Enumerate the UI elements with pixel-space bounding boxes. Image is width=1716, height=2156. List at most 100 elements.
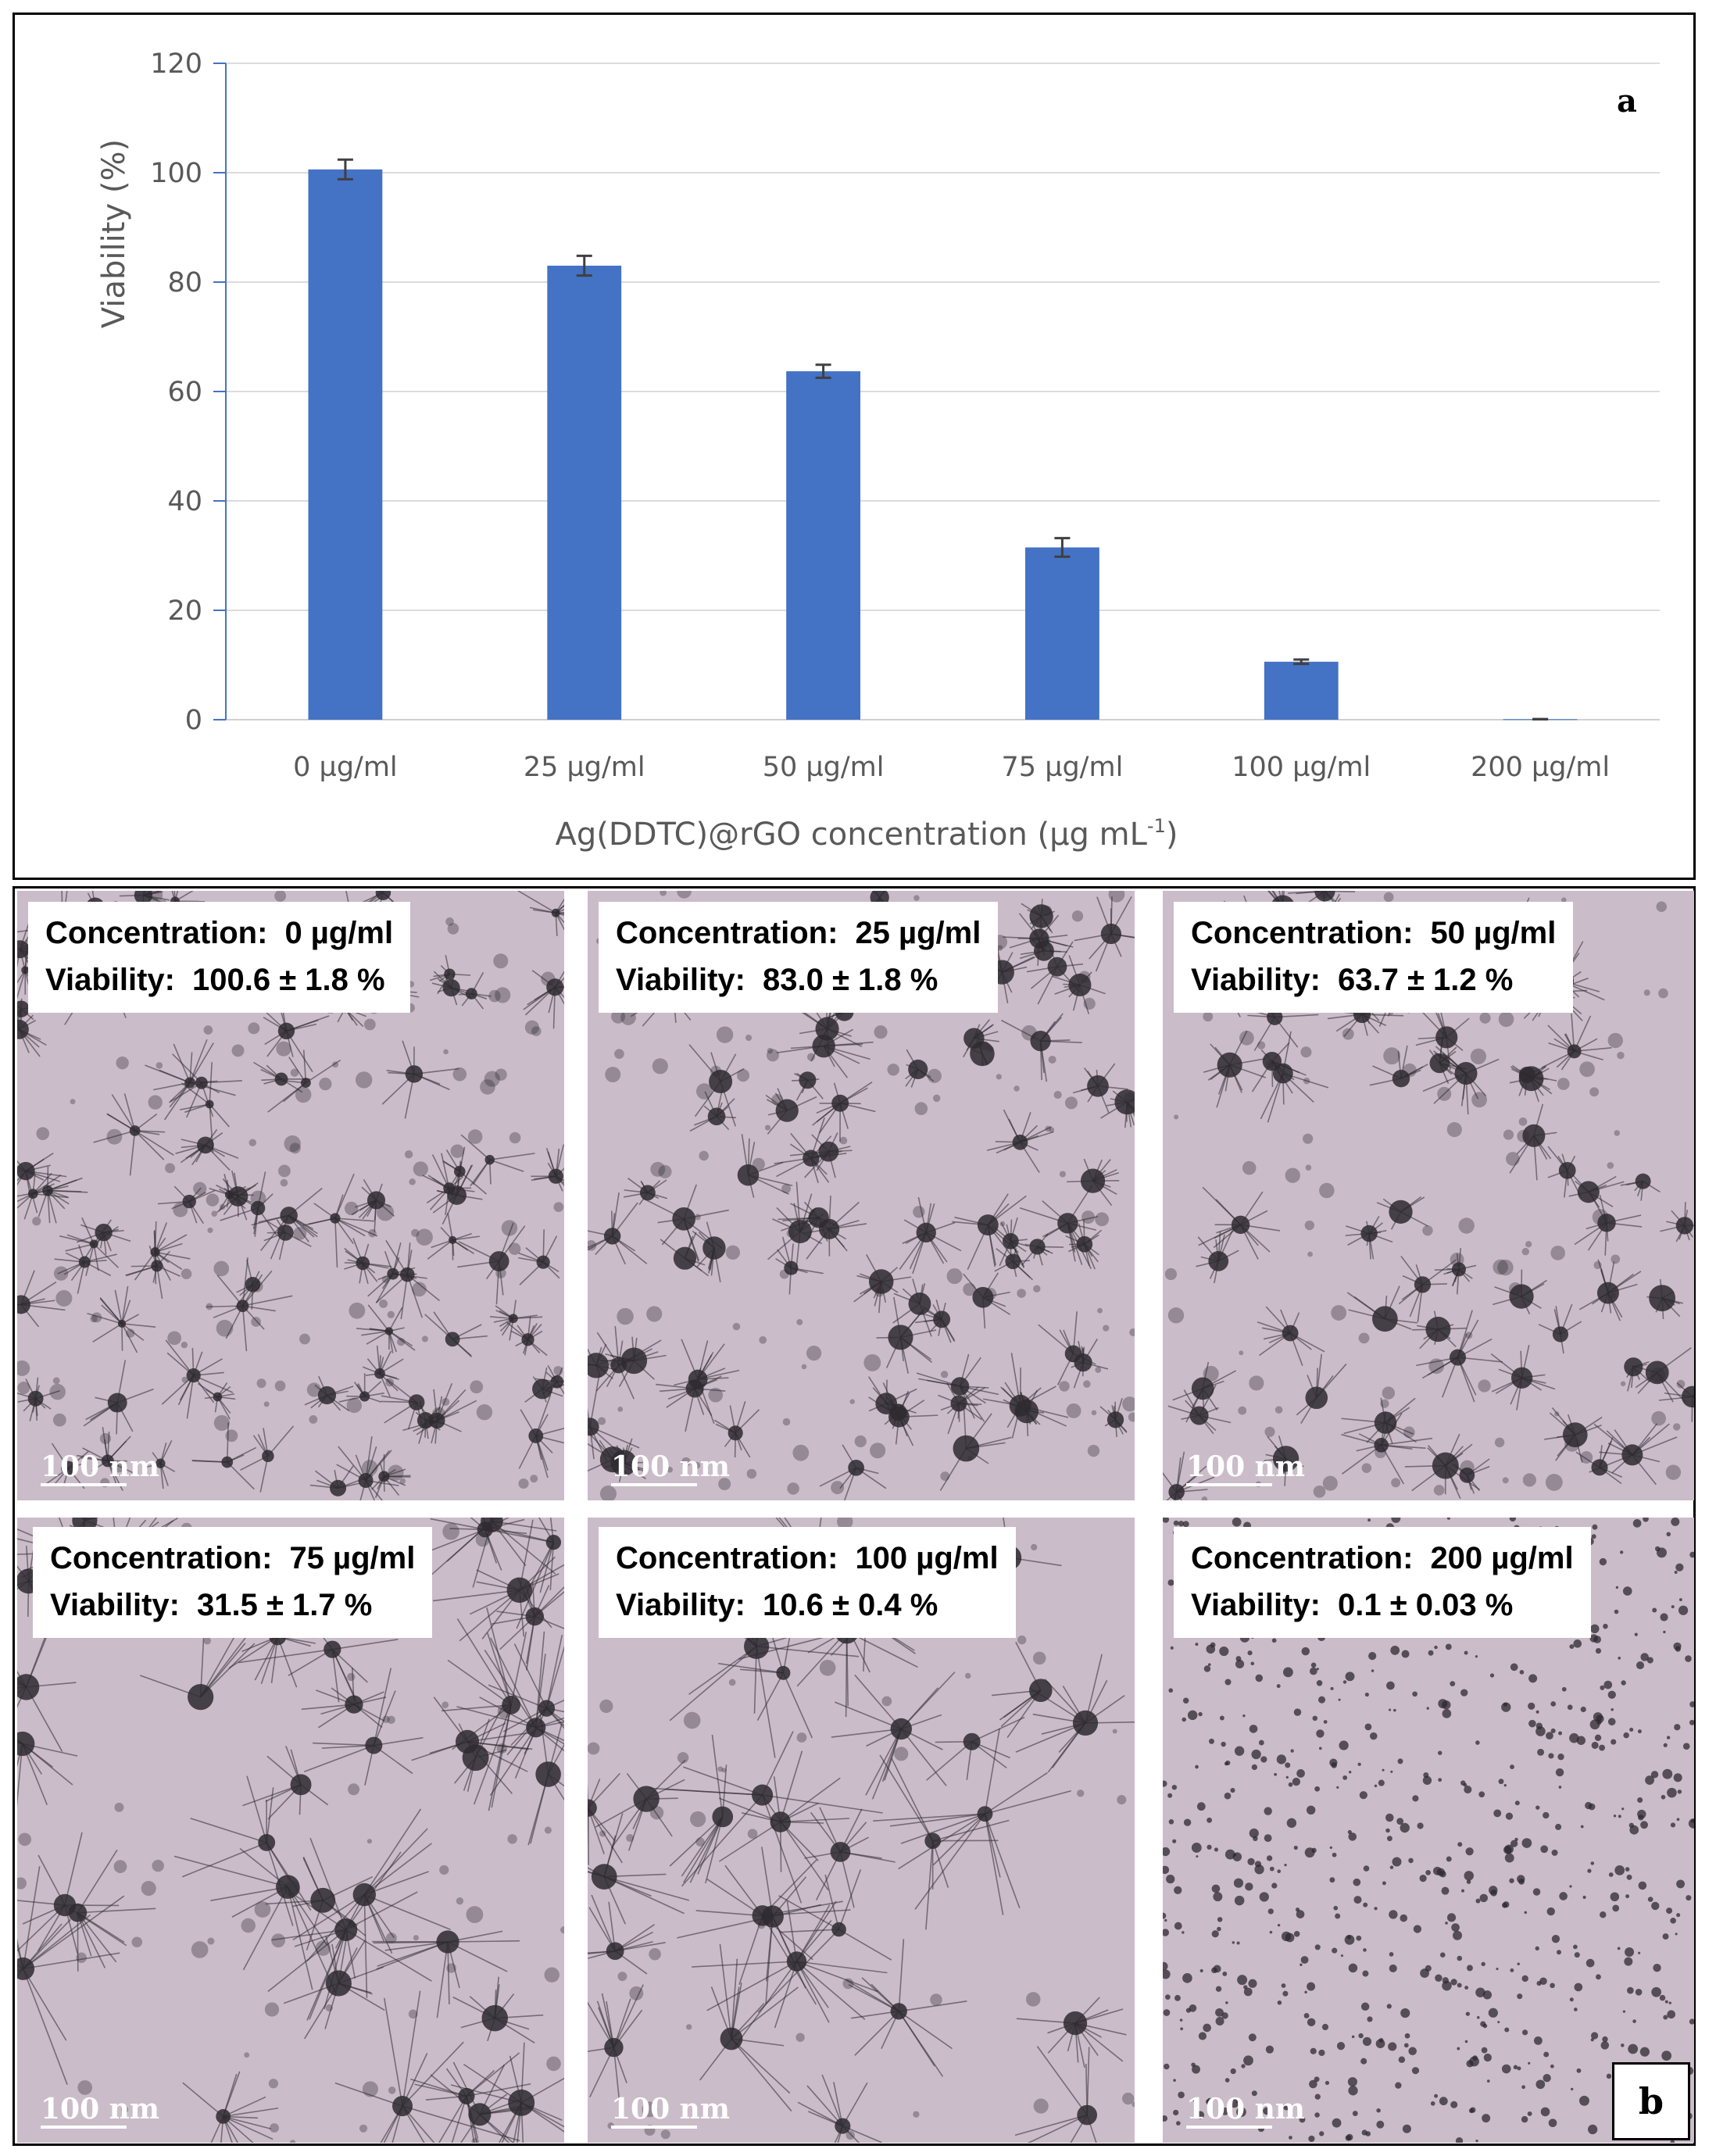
particle <box>1203 1665 1211 1672</box>
particle <box>1071 910 1084 922</box>
particle <box>1494 1437 1505 1448</box>
particle <box>1653 1963 1661 1972</box>
particle <box>289 1142 301 1154</box>
particle <box>913 1206 925 1218</box>
particle <box>116 1057 129 1070</box>
particle <box>99 1432 112 1445</box>
particle <box>1390 1646 1400 1655</box>
particle <box>1457 2047 1460 2051</box>
particle <box>1033 2098 1049 2114</box>
particle <box>1551 1934 1560 1943</box>
particle <box>1506 1152 1520 1166</box>
crystal-cluster <box>283 1930 385 2040</box>
particle <box>325 2004 333 2012</box>
particle <box>148 1095 163 1110</box>
particle <box>914 1102 928 1115</box>
particle <box>757 1921 766 1929</box>
particle <box>497 1704 512 1718</box>
particle <box>1685 1655 1692 1662</box>
particle <box>1612 1904 1620 1912</box>
particle <box>1573 1944 1578 1950</box>
particle <box>1340 1954 1343 1958</box>
particle <box>1167 1579 1174 1586</box>
particle <box>347 1672 356 1682</box>
particle <box>1667 1787 1677 1798</box>
particle <box>315 1940 331 1956</box>
particle <box>1546 1732 1553 1740</box>
crystal-cluster <box>792 1071 824 1101</box>
particle <box>1521 1975 1528 1983</box>
particle <box>1513 2065 1518 2070</box>
crystal-cluster <box>1251 1042 1307 1094</box>
particle <box>1307 1982 1316 1991</box>
particle <box>1320 891 1328 899</box>
particle <box>1464 1871 1474 1881</box>
particle <box>1232 1518 1242 1527</box>
particle <box>1277 1869 1282 1873</box>
crystal-cluster <box>457 1222 526 1305</box>
particle <box>1433 1485 1445 1496</box>
crystal-cluster <box>1203 1030 1267 1108</box>
y-tick-label: 80 <box>167 267 202 299</box>
particle <box>1163 1961 1168 1971</box>
particle <box>1207 1844 1212 1850</box>
particle <box>1248 1979 1257 1988</box>
crystal-cluster <box>1574 1193 1643 1256</box>
particle <box>1470 1048 1487 1064</box>
particle <box>1363 1902 1368 1908</box>
particle <box>660 891 667 896</box>
particle <box>1265 2045 1274 2054</box>
concentration-value: 75 µg/ml <box>289 1541 416 1575</box>
particle <box>1299 2116 1306 2123</box>
particle <box>283 1028 288 1033</box>
particle <box>1624 1957 1633 1966</box>
y-axis-title: Viability (%) <box>96 139 132 328</box>
particle <box>1589 1087 1600 1097</box>
particle <box>1364 1692 1369 1697</box>
particle <box>1483 2053 1492 2062</box>
particle <box>1463 1782 1468 1787</box>
concentration-label: Concentration: <box>616 1541 838 1575</box>
viability-value: 100.6 ± 1.8 % <box>191 963 385 997</box>
particle <box>1457 1842 1463 1847</box>
particle <box>801 1364 807 1370</box>
particle <box>346 1397 362 1414</box>
crystal-cluster <box>356 1304 416 1353</box>
crystal-cluster <box>881 1393 913 1437</box>
micrograph-image: Concentration: 75 µg/ml Viability: 31.5 ± 1… <box>17 1518 564 2143</box>
particle <box>818 1221 824 1227</box>
particle <box>779 1269 789 1279</box>
particle <box>1131 2101 1135 2108</box>
particle <box>1314 2112 1320 2118</box>
particle <box>263 1401 270 1407</box>
scale-bar-label: 100 nm <box>611 2093 730 2126</box>
particle <box>1569 1732 1579 1743</box>
particle <box>1207 1817 1213 1823</box>
particle <box>849 1399 855 1404</box>
particle <box>1422 1775 1432 1786</box>
crystal-cluster <box>688 1044 745 1127</box>
particle <box>1626 1874 1632 1880</box>
particle <box>1374 1907 1378 1911</box>
crystal-cluster <box>488 1634 564 1756</box>
particle <box>1165 1994 1171 2000</box>
particle <box>1628 2043 1639 2054</box>
particle <box>1360 2002 1370 2011</box>
particle <box>1666 1736 1671 1739</box>
crystal-cluster <box>240 1425 295 1493</box>
particle <box>1239 1030 1254 1046</box>
crystal-cluster <box>17 1731 78 1807</box>
particle <box>1503 1702 1508 1707</box>
particle <box>894 1747 909 1761</box>
particle <box>913 2111 920 2118</box>
particle <box>1594 1734 1602 1741</box>
particle <box>1313 1485 1326 1498</box>
particle <box>1580 1706 1586 1713</box>
crystal-cluster <box>588 1343 617 1379</box>
particle <box>381 1275 389 1283</box>
particle <box>306 1382 322 1397</box>
particle <box>1364 1723 1372 1731</box>
particle <box>349 1302 366 1319</box>
particle <box>1551 1849 1558 1856</box>
crystal-cluster <box>267 1837 432 2021</box>
